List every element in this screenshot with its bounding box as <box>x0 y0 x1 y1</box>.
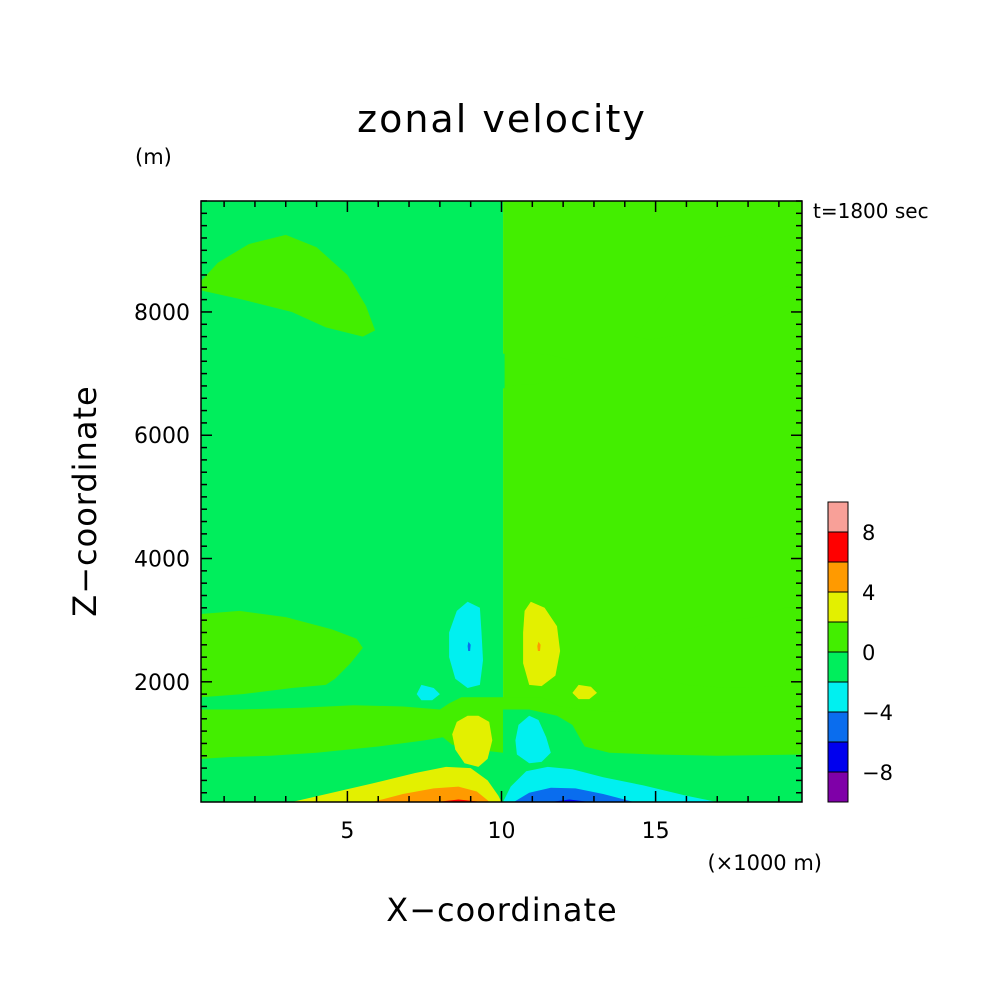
x-tick-label: 10 <box>488 819 516 844</box>
y-tick-label: 2000 <box>134 671 190 696</box>
contour-region <box>513 787 634 802</box>
colorbar-label: 8 <box>862 521 875 545</box>
colorbar-swatch <box>827 771 849 803</box>
x-axis-title: X−coordinate <box>386 891 617 929</box>
y-axis: 2000 4000 6000 8000 <box>134 200 802 794</box>
contour-region <box>452 715 493 767</box>
time-label: t=1800 sec <box>813 199 929 223</box>
colorbar: −8 −4 0 4 8 <box>827 501 893 803</box>
colorbar-swatch <box>827 561 849 593</box>
contour-region <box>467 641 471 651</box>
x-tick-label: 5 <box>340 819 354 844</box>
colorbar-swatch <box>827 501 849 533</box>
colorbar-swatch <box>827 591 849 623</box>
colorbar-label: −8 <box>862 761 893 785</box>
colorbar-swatch <box>827 651 849 683</box>
colorbar-swatch <box>827 621 849 653</box>
contour-region <box>201 234 376 337</box>
contour-region <box>372 786 490 802</box>
x-axis: 5 10 15 <box>223 201 780 844</box>
contour-region <box>427 350 505 389</box>
colorbar-label: −4 <box>862 701 893 725</box>
contour-region <box>572 684 597 700</box>
colorbar-swatch <box>827 711 849 743</box>
colorbar-label: 0 <box>862 641 875 665</box>
colorbar-swatch <box>827 531 849 563</box>
x-tick-label: 15 <box>642 819 670 844</box>
contour-region <box>515 715 551 764</box>
contour-region <box>634 607 802 688</box>
colorbar-label: 4 <box>862 581 875 605</box>
y-tick-label: 4000 <box>134 548 190 573</box>
y-tick-label: 6000 <box>134 424 190 449</box>
contour-region <box>634 231 802 340</box>
y-unit-label: (m) <box>135 145 172 169</box>
contour-region <box>537 641 541 651</box>
colorbar-swatch <box>827 681 849 713</box>
y-tick-label: 8000 <box>134 301 190 326</box>
contour-region <box>416 684 440 701</box>
x-unit-label: (×1000 m) <box>707 851 822 875</box>
colorbar-swatch <box>827 741 849 773</box>
y-axis-title: Z−coordinate <box>66 385 104 616</box>
plot-area <box>201 201 802 802</box>
contour-region <box>523 601 561 687</box>
contour-region <box>449 601 483 688</box>
chart-title: zonal velocity <box>357 97 647 141</box>
contour-region <box>504 352 582 386</box>
contour-region <box>201 610 363 698</box>
